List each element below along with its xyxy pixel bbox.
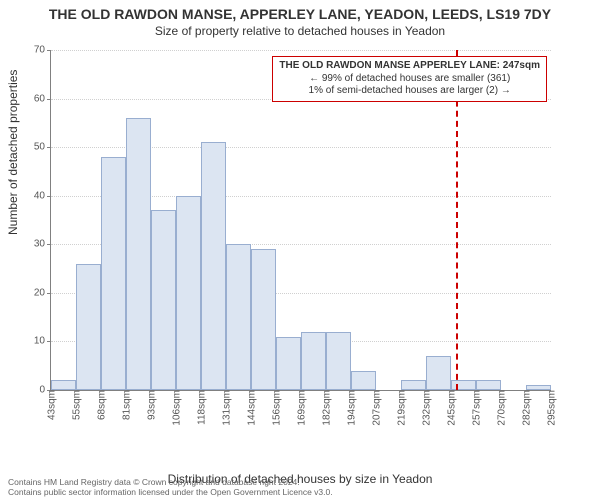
- annotation-line-2: ← 99% of detached houses are smaller (36…: [279, 73, 540, 86]
- x-tick-label: 207sqm: [370, 390, 383, 426]
- x-tick-label: 43sqm: [45, 390, 58, 420]
- x-tick-label: 68sqm: [95, 390, 108, 420]
- histogram-bar: [301, 332, 326, 390]
- histogram-bar: [401, 380, 426, 390]
- annotation-line-3: 1% of semi-detached houses are larger (2…: [279, 85, 540, 98]
- x-tick-label: 245sqm: [445, 390, 458, 426]
- histogram-bar: [426, 356, 451, 390]
- histogram-bar: [451, 380, 476, 390]
- annotation-line-1: THE OLD RAWDON MANSE APPERLEY LANE: 247s…: [279, 60, 540, 73]
- x-tick-label: 282sqm: [520, 390, 533, 426]
- y-tick-label: 30: [34, 239, 51, 250]
- x-tick-label: 131sqm: [220, 390, 233, 426]
- y-tick-label: 60: [34, 93, 51, 104]
- histogram-bar: [151, 210, 176, 390]
- histogram-bar: [276, 337, 301, 390]
- y-tick-label: 10: [34, 336, 51, 347]
- histogram-bar: [326, 332, 351, 390]
- x-tick-label: 156sqm: [270, 390, 283, 426]
- histogram-bar: [351, 371, 376, 390]
- chart-subtitle: Size of property relative to detached ho…: [0, 22, 600, 42]
- chart-area: 01020304050607043sqm55sqm68sqm81sqm93sqm…: [50, 50, 580, 420]
- histogram-bar: [126, 118, 151, 390]
- histogram-bar: [101, 157, 126, 390]
- x-tick-label: 106sqm: [170, 390, 183, 426]
- x-tick-label: 81sqm: [120, 390, 133, 420]
- y-tick-label: 50: [34, 142, 51, 153]
- histogram-bar: [226, 244, 251, 390]
- x-tick-label: 295sqm: [545, 390, 558, 426]
- annotation-box: THE OLD RAWDON MANSE APPERLEY LANE: 247s…: [272, 56, 547, 102]
- y-tick-label: 70: [34, 45, 51, 56]
- x-tick-label: 219sqm: [395, 390, 408, 426]
- plot-inner: 01020304050607043sqm55sqm68sqm81sqm93sqm…: [51, 50, 551, 390]
- x-tick-label: 169sqm: [295, 390, 308, 426]
- y-tick-label: 40: [34, 190, 51, 201]
- x-tick-label: 55sqm: [70, 390, 83, 420]
- x-tick-label: 93sqm: [145, 390, 158, 420]
- footer-line-2: Contains public sector information licen…: [8, 488, 333, 498]
- x-tick-label: 232sqm: [420, 390, 433, 426]
- histogram-bar: [51, 380, 76, 390]
- x-tick-label: 118sqm: [195, 390, 208, 425]
- plot: 01020304050607043sqm55sqm68sqm81sqm93sqm…: [50, 50, 551, 391]
- x-tick-label: 144sqm: [245, 390, 258, 426]
- x-tick-label: 194sqm: [345, 390, 358, 426]
- y-axis-label: Number of detached properties: [6, 70, 20, 235]
- histogram-bar: [251, 249, 276, 390]
- chart-title: THE OLD RAWDON MANSE, APPERLEY LANE, YEA…: [0, 0, 600, 22]
- x-tick-label: 270sqm: [495, 390, 508, 426]
- x-tick-label: 182sqm: [320, 390, 333, 426]
- gridline: [51, 50, 551, 51]
- histogram-bar: [476, 380, 501, 390]
- footer-attribution: Contains HM Land Registry data © Crown c…: [8, 478, 333, 498]
- y-tick-label: 20: [34, 287, 51, 298]
- histogram-bar: [76, 264, 101, 390]
- histogram-bar: [201, 142, 226, 390]
- histogram-bar: [176, 196, 201, 390]
- x-tick-label: 257sqm: [470, 390, 483, 426]
